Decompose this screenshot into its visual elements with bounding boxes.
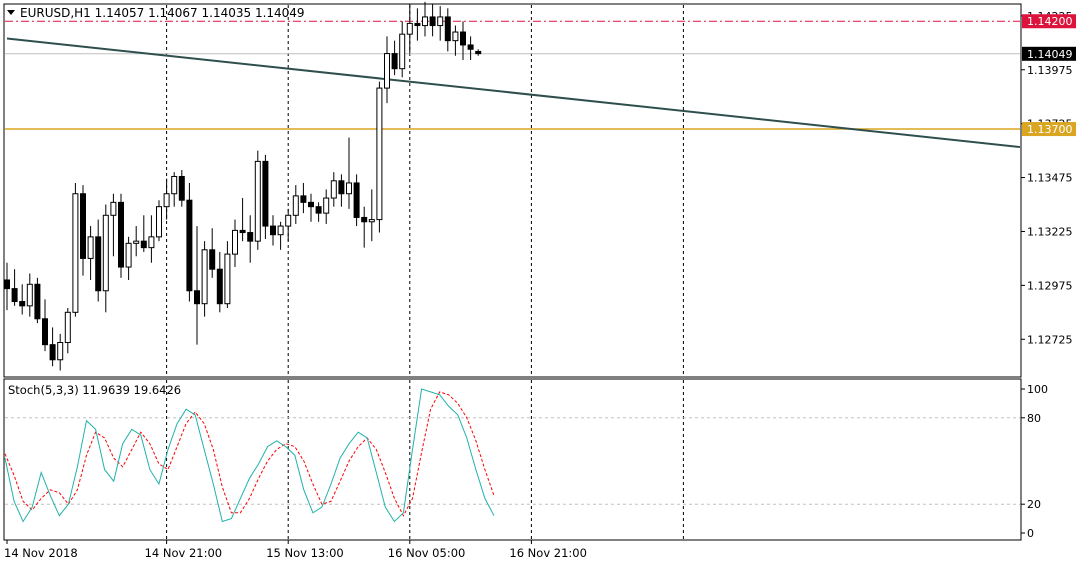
candle-19 — [148, 215, 155, 263]
candle-12 — [95, 219, 102, 302]
candle-31 — [239, 198, 246, 242]
stoch-signal-line — [4, 391, 495, 517]
candle-4 — [34, 277, 41, 324]
candle-58 — [444, 8, 451, 52]
candle-29 — [224, 241, 231, 309]
candle-23 — [178, 170, 185, 207]
candle-38 — [292, 185, 299, 224]
price-panel-border — [3, 3, 1022, 378]
symbol-info: EURUSD,H1 1.14057 1.14067 1.14035 1.1404… — [20, 6, 305, 20]
axes: 1.142251.139751.137251.134751.132251.129… — [4, 10, 1076, 560]
price-tick-label-5: 1.12975 — [1027, 279, 1073, 292]
candle-44 — [338, 174, 345, 207]
candle-16 — [125, 236, 132, 280]
candle-2 — [19, 284, 26, 315]
candle-40 — [308, 193, 314, 222]
candle-34 — [262, 154, 269, 240]
triangle-down-icon[interactable] — [7, 10, 15, 15]
support-price-tag: 1.13700 — [1027, 123, 1073, 136]
candles — [4, 1, 482, 371]
price-tick-label-3: 1.13475 — [1027, 172, 1073, 185]
candle-6 — [49, 327, 56, 367]
time-label-1: 14 Nov 21:00 — [145, 546, 223, 560]
candle-5 — [42, 299, 48, 352]
candle-15 — [118, 193, 124, 278]
candle-53 — [406, 4, 413, 54]
candle-52 — [399, 21, 406, 78]
candle-41 — [315, 202, 322, 222]
current-price-tag: 1.14049 — [1027, 48, 1073, 61]
candle-36 — [277, 221, 284, 250]
candle-56 — [429, 4, 436, 37]
candle-8 — [64, 308, 71, 354]
candle-46 — [353, 174, 360, 227]
candle-11 — [87, 226, 94, 280]
candle-60 — [460, 21, 466, 61]
candle-57 — [437, 6, 444, 41]
candle-21 — [163, 178, 170, 220]
candle-27 — [209, 228, 216, 278]
candle-14 — [110, 193, 117, 257]
candle-3 — [26, 273, 33, 317]
candle-33 — [254, 150, 261, 250]
candle-55 — [422, 1, 428, 37]
trend-line[interactable] — [6, 37, 1021, 149]
candle-10 — [80, 185, 86, 276]
candle-62 — [475, 49, 482, 56]
candle-7 — [57, 333, 64, 371]
candle-43 — [330, 172, 337, 207]
stoch-tick-label-2: 20 — [1027, 498, 1041, 511]
candle-42 — [323, 189, 330, 224]
price-tick-label-4: 1.13225 — [1027, 225, 1073, 238]
period-separators — [166, 5, 684, 539]
candle-50 — [384, 36, 390, 104]
candle-32 — [247, 215, 254, 263]
candle-1 — [11, 269, 18, 306]
resistance-price-tag-bg — [1022, 14, 1076, 29]
time-label-2: 15 Nov 13:00 — [266, 546, 344, 560]
candle-20 — [156, 200, 162, 242]
candle-0 — [4, 262, 10, 311]
candle-26 — [201, 241, 208, 317]
chart-frame — [3, 3, 1022, 541]
candle-35 — [270, 215, 276, 246]
candle-22 — [171, 172, 178, 207]
candle-28 — [216, 251, 223, 313]
candle-18 — [140, 215, 147, 252]
candle-49 — [376, 81, 383, 233]
time-label-3: 16 Nov 05:00 — [388, 546, 466, 560]
stoch-label: Stoch(5,3,3) 11.9639 19.6426 — [8, 383, 181, 397]
price-levels — [5, 20, 1021, 149]
candle-48 — [368, 189, 375, 242]
price-tick-label-1: 1.13975 — [1027, 64, 1073, 77]
candle-51 — [391, 40, 398, 76]
time-label-4: 16 Nov 21:00 — [509, 546, 587, 560]
current-price-tag-bg — [1022, 46, 1076, 61]
stoch-panel-border — [3, 378, 1022, 541]
candle-39 — [300, 182, 307, 214]
candle-17 — [133, 226, 140, 257]
stoch-tick-label-3: 0 — [1027, 527, 1034, 540]
candle-59 — [452, 25, 459, 56]
time-label-0: 14 Nov 2018 — [4, 546, 78, 560]
candle-9 — [72, 182, 79, 317]
resistance-price-tag: 1.14200 — [1027, 15, 1073, 28]
candle-13 — [102, 204, 109, 313]
stoch-tick-label-1: 80 — [1027, 412, 1041, 425]
candle-25 — [194, 226, 200, 345]
candle-61 — [467, 36, 474, 61]
candle-45 — [346, 137, 352, 209]
support-price-tag-bg — [1022, 122, 1076, 137]
candle-30 — [232, 219, 238, 268]
stochastic-lines — [4, 388, 1020, 523]
candle-37 — [285, 208, 292, 242]
stoch-tick-label-0: 100 — [1027, 383, 1048, 396]
candle-24 — [186, 182, 193, 302]
stoch-main-line — [4, 388, 495, 523]
price-tick-label-6: 1.12725 — [1027, 333, 1073, 346]
candle-47 — [361, 206, 368, 248]
candle-54 — [414, 8, 421, 41]
